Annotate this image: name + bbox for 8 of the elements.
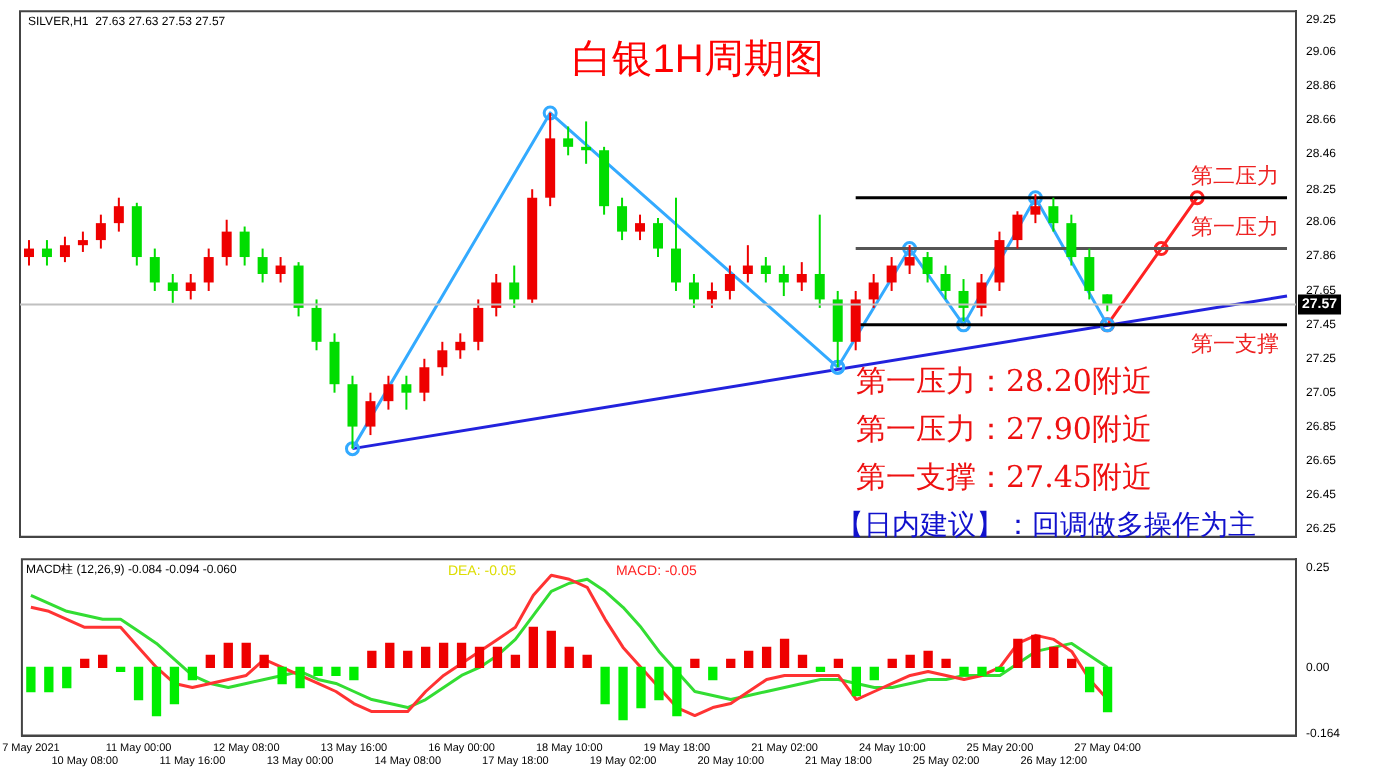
annotation: 第一压力：27.90附近 [856,410,1152,447]
annotation: 第一支撑：27.45附近 [856,458,1152,495]
annotation: 第一压力：28.20附近 [856,362,1152,399]
series-label: 第二压力 [1191,163,1280,190]
series-label: 第一支撑 [1191,330,1280,357]
annotation: 【日内建议】：回调做多操作为主 [836,510,1256,543]
series-label: 第一压力 [1191,214,1280,241]
text: 白银1H周期图 [572,38,824,83]
